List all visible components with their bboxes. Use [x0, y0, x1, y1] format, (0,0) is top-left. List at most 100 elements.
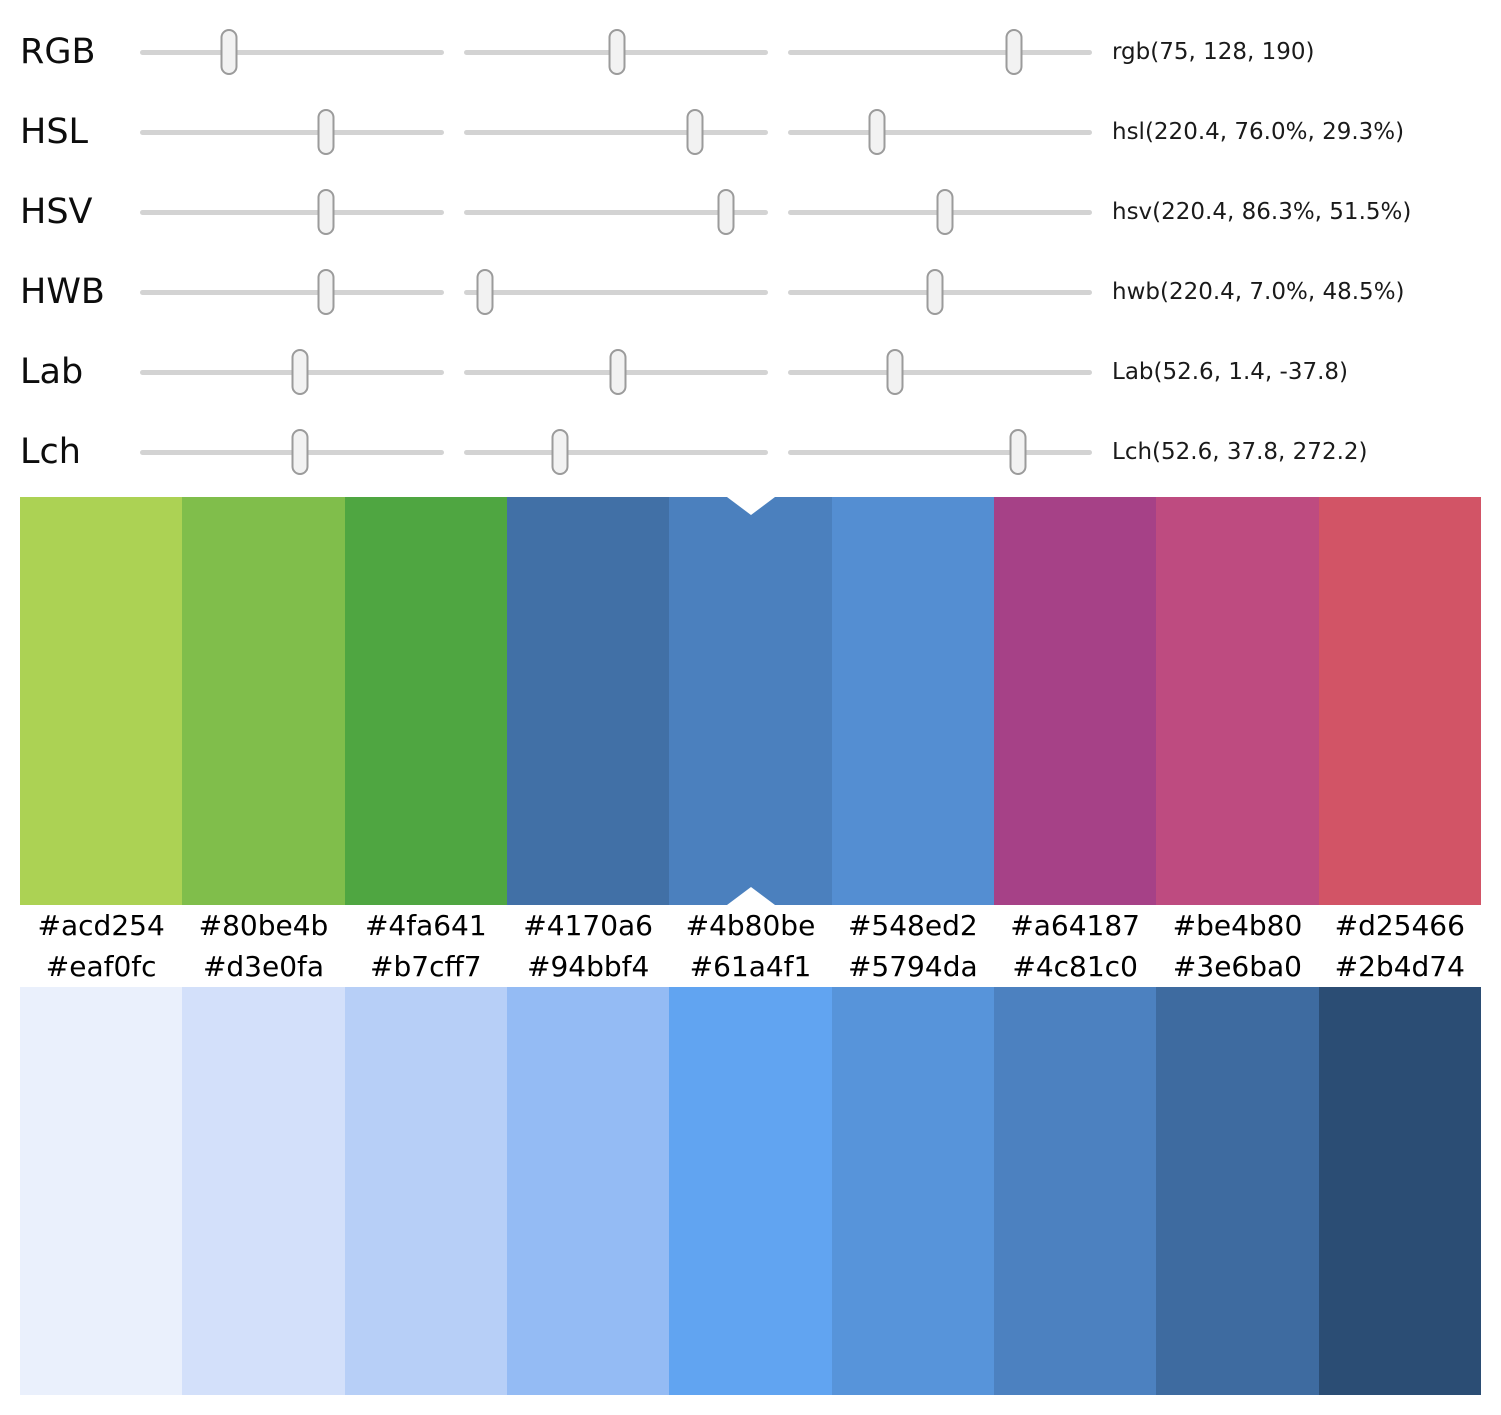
lch-hue-slider-thumb[interactable]	[1009, 429, 1027, 475]
lch-hue-slider[interactable]	[788, 412, 1092, 492]
hwb-whiteness-slider[interactable]	[464, 252, 768, 332]
lab-value-text: Lab(52.6, 1.4, -37.8)	[1112, 359, 1348, 385]
lch-hue-slider-track[interactable]	[788, 449, 1092, 455]
lch-l-slider[interactable]	[140, 412, 444, 492]
lch-chroma-slider[interactable]	[464, 412, 768, 492]
palette-swatch[interactable]	[831, 497, 994, 905]
palette-swatch[interactable]	[506, 497, 670, 905]
slider-row-rgb: RGB rgb(75, 128, 190)	[0, 12, 1501, 92]
palette-swatch[interactable]	[506, 987, 670, 1395]
hex-label: #94bbf4	[526, 950, 650, 983]
hwb-blackness-slider-thumb[interactable]	[926, 269, 944, 315]
hwb-hue-slider-track[interactable]	[140, 289, 444, 295]
hsv-saturation-slider-track[interactable]	[464, 209, 768, 215]
lab-b-slider[interactable]	[788, 332, 1092, 412]
hwb-value-text: hwb(220.4, 7.0%, 48.5%)	[1112, 279, 1405, 305]
hsv-value-text: hsv(220.4, 86.3%, 51.5%)	[1112, 199, 1412, 225]
palette-swatch[interactable]	[669, 987, 832, 1395]
rgb-blue-slider-track[interactable]	[788, 49, 1092, 55]
slider-row-hsl: HSL hsl(220.4, 76.0%, 29.3%)	[0, 92, 1501, 172]
palette-swatch[interactable]	[1156, 497, 1319, 905]
palette-swatch[interactable]	[20, 987, 183, 1395]
lab-l-slider[interactable]	[140, 332, 444, 412]
lab-b-slider-thumb[interactable]	[886, 349, 904, 395]
hex-label: #2b4d74	[1334, 950, 1465, 983]
hex-label: #d25466	[1334, 909, 1465, 942]
rgb-green-slider-thumb[interactable]	[608, 29, 626, 75]
shades-hex-labels-row: #eaf0fc #d3e0fa #b7cff7 #94bbf4 #61a4f1 …	[20, 946, 1481, 987]
slider-row-label-hwb: HWB	[20, 272, 105, 312]
lch-chroma-slider-track[interactable]	[464, 449, 768, 455]
shades-palette	[20, 987, 1481, 1395]
harmony-hex-labels-row: #acd254 #80be4b #4fa641 #4170a6 #4b80be …	[20, 905, 1481, 946]
rgb-red-slider[interactable]	[140, 12, 444, 92]
slider-row-label-lab: Lab	[20, 352, 84, 392]
slider-row-label-hsv: HSV	[20, 192, 93, 232]
hwb-hue-slider[interactable]	[140, 252, 444, 332]
lch-l-slider-thumb[interactable]	[291, 429, 309, 475]
color-sliders-panel: RGB rgb(75, 128, 190) HSL hsl(220.4,	[0, 0, 1501, 492]
lab-b-slider-track[interactable]	[788, 369, 1092, 375]
slider-row-hsv: HSV hsv(220.4, 86.3%, 51.5%)	[0, 172, 1501, 252]
lab-l-slider-thumb[interactable]	[291, 349, 309, 395]
hex-label: #d3e0fa	[202, 950, 325, 983]
slider-row-label-lch: Lch	[20, 432, 81, 472]
hsv-hue-slider[interactable]	[140, 172, 444, 252]
palette-swatch[interactable]	[182, 497, 345, 905]
hsl-value-text: hsl(220.4, 76.0%, 29.3%)	[1112, 119, 1405, 145]
hwb-blackness-slider[interactable]	[788, 252, 1092, 332]
rgb-red-slider-thumb[interactable]	[220, 29, 238, 75]
hex-label: #acd254	[37, 909, 165, 942]
rgb-blue-slider-thumb[interactable]	[1005, 29, 1023, 75]
hsl-hue-slider-track[interactable]	[140, 129, 444, 135]
palette-swatch[interactable]	[993, 987, 1157, 1395]
palette-swatch[interactable]	[182, 987, 345, 1395]
hsv-hue-slider-track[interactable]	[140, 209, 444, 215]
rgb-blue-slider[interactable]	[788, 12, 1092, 92]
lab-a-slider[interactable]	[464, 332, 768, 412]
slider-row-label-rgb: RGB	[20, 32, 96, 72]
hex-label: #4170a6	[523, 909, 653, 942]
hsl-hue-slider-thumb[interactable]	[317, 109, 335, 155]
hex-label: #548ed2	[847, 909, 978, 942]
hsv-hue-slider-thumb[interactable]	[317, 189, 335, 235]
lab-a-slider-thumb[interactable]	[609, 349, 627, 395]
hsl-saturation-slider-thumb[interactable]	[686, 109, 704, 155]
palette-swatch[interactable]	[1318, 987, 1481, 1395]
hsv-value-slider[interactable]	[788, 172, 1092, 252]
hsl-lightness-slider-thumb[interactable]	[868, 109, 886, 155]
hwb-whiteness-slider-thumb[interactable]	[476, 269, 494, 315]
selected-swatch-marker-bottom-icon	[726, 887, 775, 905]
palette-swatch[interactable]	[344, 497, 507, 905]
hsv-saturation-slider-thumb[interactable]	[717, 189, 735, 235]
rgb-red-slider-track[interactable]	[140, 49, 444, 55]
rgb-value-text: rgb(75, 128, 190)	[1112, 39, 1315, 65]
lch-value-text: Lch(52.6, 37.8, 272.2)	[1112, 439, 1368, 465]
lch-chroma-slider-thumb[interactable]	[551, 429, 569, 475]
hsl-hue-slider[interactable]	[140, 92, 444, 172]
hex-label: #b7cff7	[370, 950, 482, 983]
palette-swatch[interactable]	[1156, 987, 1319, 1395]
hsl-lightness-slider[interactable]	[788, 92, 1092, 172]
hex-label: #eaf0fc	[45, 950, 157, 983]
hwb-whiteness-slider-track[interactable]	[464, 289, 768, 295]
selected-swatch-marker-top-icon	[726, 497, 775, 515]
rgb-green-slider[interactable]	[464, 12, 768, 92]
slider-row-lab: Lab Lab(52.6, 1.4, -37.8)	[0, 332, 1501, 412]
palette-swatch[interactable]	[993, 497, 1157, 905]
hex-label-selected: #4b80be	[685, 909, 816, 942]
palette-swatch[interactable]	[1318, 497, 1481, 905]
hex-label: #4fa641	[364, 909, 487, 942]
hsl-saturation-slider-track[interactable]	[464, 129, 768, 135]
hex-label: #80be4b	[198, 909, 329, 942]
palette-swatch[interactable]	[831, 987, 994, 1395]
hsl-lightness-slider-track[interactable]	[788, 129, 1092, 135]
hex-label: #be4b80	[1172, 909, 1303, 942]
palette-swatch[interactable]	[20, 497, 183, 905]
hsv-value-slider-thumb[interactable]	[936, 189, 954, 235]
hsv-saturation-slider[interactable]	[464, 172, 768, 252]
palette-swatch[interactable]	[344, 987, 507, 1395]
hsl-saturation-slider[interactable]	[464, 92, 768, 172]
hwb-hue-slider-thumb[interactable]	[317, 269, 335, 315]
palette-swatch-selected[interactable]	[669, 497, 832, 905]
